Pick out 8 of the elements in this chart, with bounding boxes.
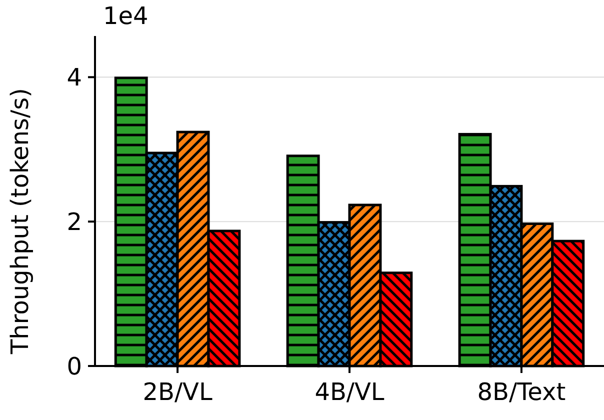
y-tick-label: 0 [66,352,82,380]
y-tick-label: 4 [66,64,82,92]
x-tick-label: 4B/VL [314,378,385,406]
x-tick-label: 8B/Text [477,378,566,406]
y-tick-label: 2 [66,208,82,236]
text: 1e4 [103,2,148,30]
y-axis-title: Throughput (tokens/s) [6,88,34,355]
x-tick-label: 2B/VL [142,378,213,406]
